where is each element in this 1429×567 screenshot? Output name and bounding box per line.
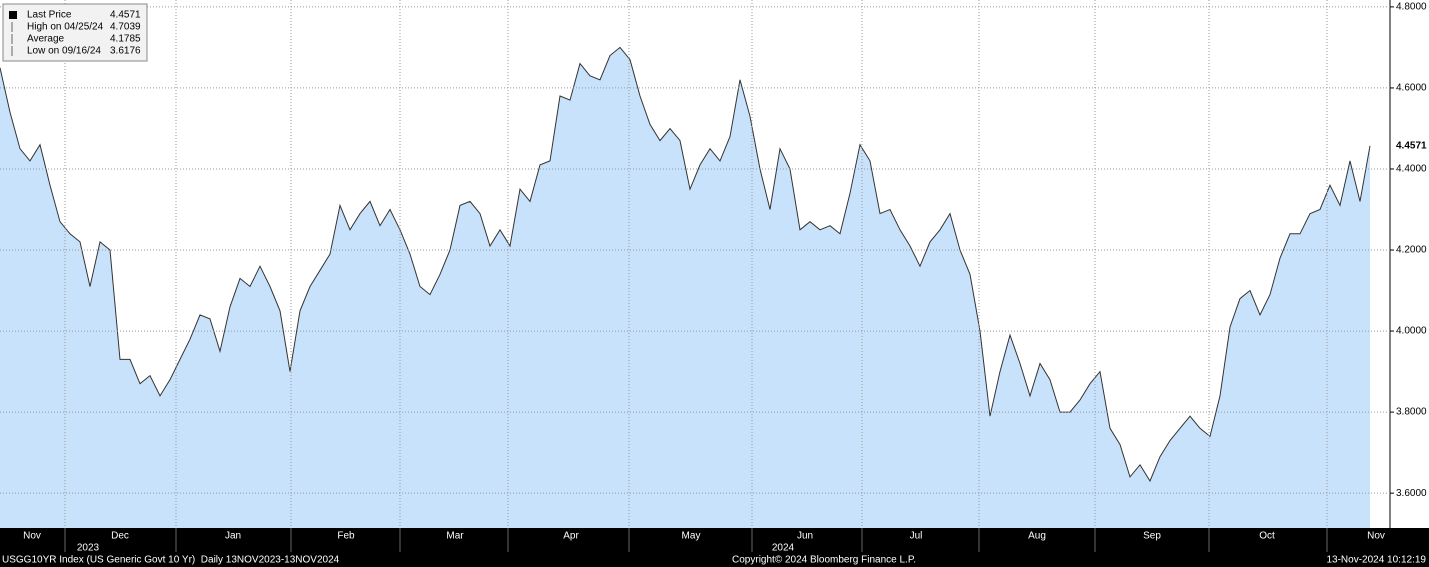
x-tick-label: Dec: [111, 531, 129, 542]
x-tick-label: May: [682, 531, 701, 542]
year-label: 2023: [77, 543, 100, 554]
x-tick-label: Mar: [446, 531, 464, 542]
x-tick-label: Aug: [1028, 531, 1046, 542]
legend-value: 4.7039: [110, 22, 141, 33]
legend-label: Average: [27, 34, 65, 45]
legend-value: 4.1785: [110, 34, 141, 45]
y-tick-label: 4.0000: [1396, 326, 1427, 337]
footer-right: 13-Nov-2024 10:12:19: [1326, 555, 1426, 566]
line: [0, 46, 1371, 483]
area: [0, 47, 1370, 529]
x-tick-label: Nov: [1367, 531, 1385, 542]
x-tick-label: Jan: [225, 531, 241, 542]
last-price-tag-bg: [1391, 139, 1429, 152]
footer-left: USGG10YR Index (US Generic Govt 10 Yr) D…: [2, 555, 340, 566]
y-tick-label: 4.2000: [1396, 245, 1427, 256]
legend-icon: [9, 11, 17, 19]
x-tick-label: Feb: [337, 531, 355, 542]
x-tick-label: Sep: [1143, 531, 1161, 542]
y-tick-label: 3.6000: [1396, 488, 1427, 499]
y-tick-label: 4.4000: [1396, 164, 1427, 175]
y-tick-label: 4.8000: [1396, 2, 1427, 13]
x-tick-label: Apr: [563, 531, 579, 542]
last-price-tag: 4.4571: [1396, 140, 1427, 151]
legend-label: Low on 09/16/24: [27, 46, 101, 57]
x-tick-label: Oct: [1259, 531, 1275, 542]
x-tick-label: Nov: [23, 531, 41, 542]
footer-center: Copyright© 2024 Bloomberg Finance L.P.: [732, 555, 916, 566]
legend-label: Last Price: [27, 10, 72, 21]
legend-value: 4.4571: [110, 10, 141, 21]
legend-box: [2, 3, 148, 62]
legend-label: High on 04/25/24: [27, 22, 104, 33]
y-tick-label: 3.8000: [1396, 407, 1427, 418]
x-tick-label: Jul: [910, 531, 923, 542]
x-tick-label: Jun: [797, 531, 813, 542]
x-axis-band: [0, 528, 1429, 567]
year-label: 2024: [772, 543, 795, 554]
y-tick-label: 4.6000: [1396, 83, 1427, 94]
legend-value: 3.6176: [110, 46, 141, 57]
